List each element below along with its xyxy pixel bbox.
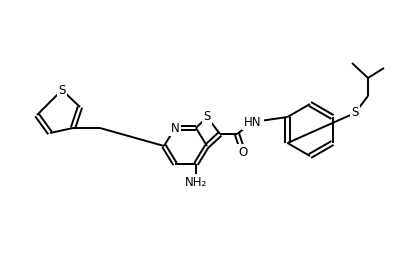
Text: S: S [59,84,66,96]
Text: NH₂: NH₂ [185,175,207,189]
Text: O: O [238,146,247,158]
Text: HN: HN [244,116,262,128]
Text: S: S [203,110,211,124]
Text: N: N [171,122,179,134]
Text: S: S [351,107,359,119]
